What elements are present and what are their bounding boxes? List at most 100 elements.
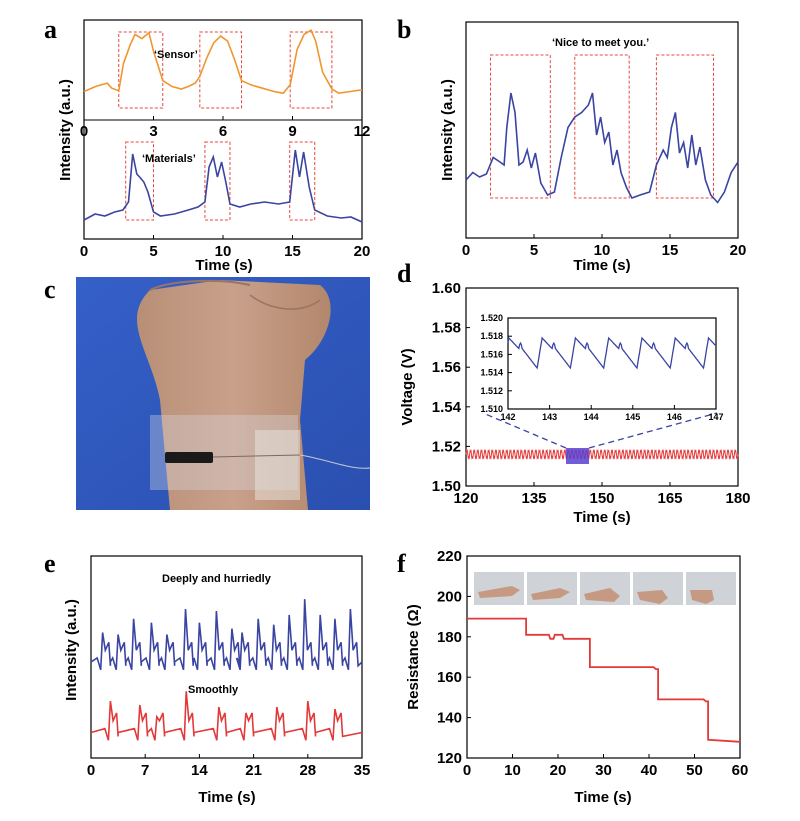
panel-f-xtick-label: 50 <box>686 762 703 779</box>
panel-f-ylabel: Resistance (Ω) <box>405 604 422 709</box>
panel-letter-d: d <box>397 259 412 288</box>
panel-b-series <box>465 92 739 204</box>
panel-a-ylabel: Intensity (a.u.) <box>57 79 74 181</box>
panel-d-ytick-label: 1.52 <box>432 438 461 455</box>
panel-d-ytick-label: 1.50 <box>432 478 461 495</box>
panel-a-top-highlight-box <box>289 31 333 109</box>
panel-e-xlabel: Time (s) <box>198 789 255 806</box>
panel-a-bottom-highlight-box <box>125 141 154 221</box>
panel-d-inset-ytick-label: 1.520 <box>480 313 503 323</box>
sensor-device <box>165 452 213 463</box>
panel-d-inset-ytick-label: 1.510 <box>480 404 503 414</box>
panel-d-inset-ytick-label: 1.516 <box>480 349 503 359</box>
panel-b-highlight-box <box>489 54 551 199</box>
panel-e-xtick-label: 35 <box>354 762 371 779</box>
panel-f-xlabel: Time (s) <box>574 789 631 806</box>
panel-d-series <box>465 449 739 460</box>
panel-e-xtick-label: 0 <box>87 762 95 779</box>
panel-b-xtick-label: 15 <box>662 242 679 259</box>
panel-e-xtick-label: 14 <box>191 762 208 779</box>
panel-f-ytick-label: 140 <box>437 710 462 727</box>
panel-d-ytick-label: 1.54 <box>432 399 462 416</box>
panel-d-inset-xtick-label: 145 <box>625 412 640 422</box>
panel-letter-c: c <box>44 275 56 304</box>
panel-c-photo <box>76 277 371 510</box>
panel-d-inset-frame <box>507 317 717 410</box>
panel-f-ytick-label: 160 <box>437 669 462 686</box>
panel-a-top-xtick-label: 12 <box>354 123 371 140</box>
panel-d-inset-ytick-label: 1.514 <box>480 368 503 378</box>
panel-a-xlabel: Time (s) <box>195 257 252 274</box>
panel-a-bottom-highlight-box <box>204 141 231 221</box>
panel-d-xtick-label: 180 <box>725 490 750 507</box>
panel-d-xtick-label: 150 <box>589 490 614 507</box>
panel-d-inset-xtick-label: 142 <box>500 412 515 422</box>
panel-f-ytick-label: 220 <box>437 548 462 565</box>
panel-f-xtick-label: 10 <box>504 762 521 779</box>
panel-e-xtick-label: 28 <box>299 762 316 779</box>
panel-d-ytick-label: 1.58 <box>432 320 461 337</box>
panel-a-materials-label: ‘Materials’ <box>142 153 196 165</box>
panel-a: ‘Sensor’ ‘Materials’ 0 3 6 9 12 0 5 10 15 20 Int… <box>57 19 371 274</box>
panel-d-ytick-label: 1.56 <box>432 359 461 376</box>
finger-bend-photos <box>474 572 736 605</box>
panel-a-bottom-xtick-label: 5 <box>149 243 157 260</box>
panel-a-top-xtick-label: 3 <box>149 123 157 140</box>
panel-d: 120 135 150 165 1801.501.521.541.561.581.60 … <box>399 280 751 526</box>
zoom-line-right <box>588 412 718 449</box>
panel-letter-e: e <box>44 549 56 578</box>
panel-d-inset-xtick-label: 146 <box>667 412 682 422</box>
panel-d-inset-ytick-label: 1.512 <box>480 386 503 396</box>
panel-b-xtick-label: 5 <box>530 242 538 259</box>
panel-b-xtick-label: 20 <box>730 242 747 259</box>
panel-a-top-xtick-label: 0 <box>80 123 88 140</box>
panel-e-deep-label: Deeply and hurriedly <box>162 573 272 585</box>
panel-e-xtick-label: 7 <box>141 762 149 779</box>
panel-e: Deeply and hurriedly Smoothly 0 7 14 21 28 35… <box>63 555 371 806</box>
panel-a-bottom-xtick-label: 15 <box>284 243 301 260</box>
panel-d-xtick-label: 120 <box>453 490 478 507</box>
panel-a-top-xtick-label: 9 <box>288 123 296 140</box>
panel-d-xtick-label: 135 <box>521 490 546 507</box>
panel-f-ytick-label: 180 <box>437 629 462 646</box>
panel-e-smooth-series <box>90 691 363 741</box>
panel-a-sensor-label: ‘Sensor’ <box>154 49 198 61</box>
panel-d-inset-xtick-label: 143 <box>542 412 557 422</box>
panel-d-inset-ytick-label: 1.518 <box>480 331 503 341</box>
panel-b: ‘Nice to meet you.’ 0 5 10 15 20 Intensity (… <box>439 21 747 274</box>
panel-b-highlight-box <box>574 54 630 199</box>
panel-b-ylabel: Intensity (a.u.) <box>439 79 456 181</box>
panel-d-inset-series <box>507 336 717 370</box>
panel-letter-b: b <box>397 15 411 44</box>
panel-f-series <box>467 617 741 743</box>
panel-f-xtick-label: 0 <box>463 762 471 779</box>
panel-e-xtick-label: 21 <box>245 762 262 779</box>
panel-f-xtick-label: 40 <box>641 762 658 779</box>
panel-f-xtick-label: 60 <box>732 762 749 779</box>
panel-a-top-xtick-label: 6 <box>219 123 227 140</box>
panel-d-xtick-label: 165 <box>657 490 682 507</box>
panel-a-bottom-xtick-label: 10 <box>215 243 232 260</box>
panel-f-ytick-label: 120 <box>437 750 462 767</box>
panel-a-top-series <box>83 29 363 95</box>
panel-d-xlabel: Time (s) <box>573 509 630 526</box>
panel-a-bottom-xtick-label: 0 <box>80 243 88 260</box>
panel-d-zoom-region <box>566 448 589 464</box>
panel-letter-a: a <box>44 15 57 44</box>
panel-e-deep-series <box>90 599 363 671</box>
panel-b-xtick-label: 0 <box>462 242 470 259</box>
panel-letter-f: f <box>397 549 406 578</box>
panel-b-xtick-label: 10 <box>594 242 611 259</box>
panel-e-smooth-label: Smoothly <box>188 684 239 696</box>
panel-a-bottom-series <box>83 149 363 223</box>
panel-d-ytick-label: 1.60 <box>432 280 461 297</box>
panel-f-ytick-label: 200 <box>437 588 462 605</box>
panel-b-phrase-label: ‘Nice to meet you.’ <box>552 37 649 49</box>
panel-d-ylabel: Voltage (V) <box>399 348 416 425</box>
panel-d-inset-xtick-label: 144 <box>584 412 599 422</box>
panel-f: 0 10 20 30 40 50 60 120 140 160 180 200 220 Resistan… <box>405 548 748 806</box>
panel-d-inset-xtick-label: 147 <box>708 412 723 422</box>
panel-e-frame <box>90 555 363 759</box>
panel-b-xlabel: Time (s) <box>573 257 630 274</box>
